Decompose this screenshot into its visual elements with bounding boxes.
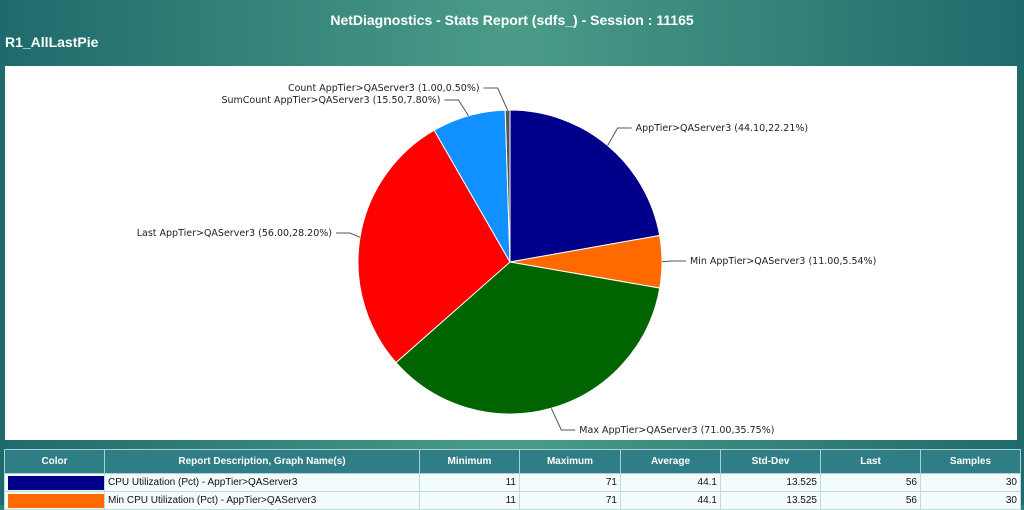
last-cell: 56	[820, 491, 921, 510]
table-row[interactable]: Min CPU Utilization (Pct) - AppTier>QASe…	[4, 491, 1021, 510]
samples-cell: 30	[920, 491, 1021, 510]
pie-slice-max-apptier-qaserver3[interactable]	[395, 261, 661, 415]
stddev-cell: 13.525	[720, 473, 821, 492]
description-cell: CPU Utilization (Pct) - AppTier>QAServer…	[104, 473, 420, 492]
slice-label-sumcount-apptier-qaserver3: SumCount AppTier>QAServer3 (15.50,7.80%)	[221, 95, 440, 106]
description-cell: Min CPU Utilization (Pct) - AppTier>QASe…	[104, 491, 420, 510]
table-header-row: Color Report Description, Graph Name(s) …	[4, 449, 1021, 474]
chart-panel: AppTier>QAServer3 (44.10,22.21%) Min AppT…	[5, 66, 1017, 440]
header-description[interactable]: Report Description, Graph Name(s)	[104, 449, 420, 474]
pie-chart: AppTier>QAServer3 (44.10,22.21%) Min AppT…	[137, 83, 877, 436]
maximum-cell: 71	[519, 491, 621, 510]
average-cell: 44.1	[620, 473, 721, 492]
maximum-cell: 71	[519, 473, 621, 492]
callout-line-count-apptier-qaserver3	[483, 87, 509, 111]
header-stddev[interactable]: Std-Dev	[720, 449, 821, 474]
stddev-cell: 13.525	[720, 491, 821, 510]
header-samples[interactable]: Samples	[920, 449, 1021, 474]
graph-name: R1_AllLastPie	[5, 34, 99, 50]
slice-label-last-apptier-qaserver3: Last AppTier>QAServer3 (56.00,28.20%)	[137, 228, 332, 239]
callout-line-min-apptier-qaserver3	[661, 260, 686, 263]
color-cell	[4, 473, 105, 492]
stats-table: Color Report Description, Graph Name(s) …	[4, 449, 1021, 510]
pie-slice-last-apptier-qaserver3[interactable]	[357, 129, 511, 364]
last-cell: 56	[820, 473, 921, 492]
header-minimum[interactable]: Minimum	[419, 449, 520, 474]
minimum-cell: 11	[419, 473, 520, 492]
pie-slice-apptier-qaserver3[interactable]	[509, 109, 661, 263]
callout-line-max-apptier-qaserver3	[550, 408, 576, 431]
pie-slice-count-apptier-qaserver3[interactable]	[504, 109, 511, 263]
slice-label-max-apptier-qaserver3: Max AppTier>QAServer3 (71.00,35.75%)	[579, 425, 774, 436]
samples-cell: 30	[920, 473, 1021, 492]
header-average[interactable]: Average	[620, 449, 721, 474]
slice-label-min-apptier-qaserver3: Min AppTier>QAServer3 (11.00,5.54%)	[690, 256, 876, 267]
callout-line-sumcount-apptier-qaserver3	[444, 99, 469, 117]
slice-label-apptier-qaserver3: AppTier>QAServer3 (44.10,22.21%)	[636, 123, 808, 134]
table-row[interactable]: CPU Utilization (Pct) - AppTier>QAServer…	[4, 473, 1021, 492]
callout-line-last-apptier-qaserver3	[336, 232, 361, 238]
header-last[interactable]: Last	[820, 449, 921, 474]
color-swatch	[8, 493, 104, 508]
header-color[interactable]: Color	[4, 449, 105, 474]
header-maximum[interactable]: Maximum	[519, 449, 621, 474]
average-cell: 44.1	[620, 491, 721, 510]
slice-label-count-apptier-qaserver3: Count AppTier>QAServer3 (1.00,0.50%)	[288, 83, 480, 94]
color-swatch	[8, 475, 104, 490]
report-title: NetDiagnostics - Stats Report (sdfs_) - …	[330, 12, 694, 28]
minimum-cell: 11	[419, 491, 520, 510]
color-cell	[4, 491, 105, 510]
callout-line-apptier-qaserver3	[607, 127, 632, 146]
